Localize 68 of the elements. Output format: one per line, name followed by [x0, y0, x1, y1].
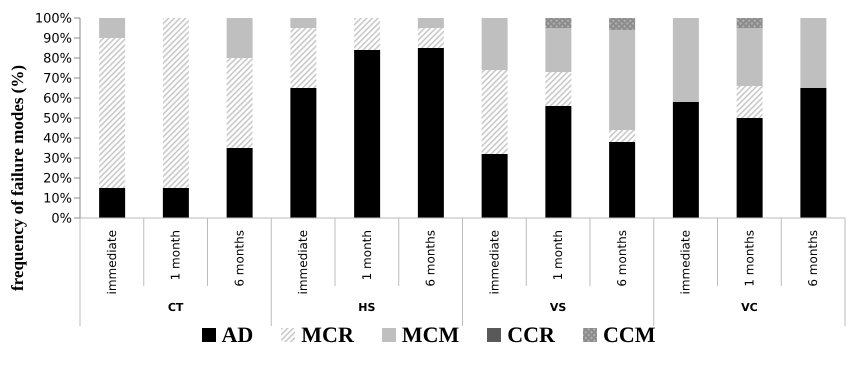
bar	[545, 28, 572, 72]
bar	[545, 18, 572, 28]
x-tick-label: immediate	[487, 230, 502, 294]
x-tick-label: 1 month	[360, 230, 374, 280]
y-tick-label: 30%	[43, 152, 72, 167]
legend-label: AD	[220, 322, 254, 348]
legend-label: CCR	[506, 322, 555, 348]
x-tick-label: 1 month	[551, 230, 566, 280]
bar	[162, 18, 189, 188]
x-tick-label: immediate	[104, 230, 119, 294]
bar	[226, 148, 253, 218]
bar	[736, 118, 763, 218]
y-tick-label: 0%	[51, 212, 72, 227]
x-tick-label: immediate	[296, 230, 310, 294]
bar	[290, 18, 316, 28]
bar	[609, 30, 636, 130]
y-tick-label: 40%	[43, 132, 72, 147]
bar	[354, 18, 380, 50]
bar	[226, 58, 253, 148]
bar	[418, 18, 444, 28]
bar	[290, 28, 316, 88]
y-tick-label: 100%	[34, 12, 72, 27]
x-tick-label: 1 months	[742, 230, 756, 287]
bar	[736, 28, 763, 86]
x-tick-label: 6 months	[424, 230, 438, 287]
bar	[800, 18, 826, 88]
y-tick-label: 50%	[43, 112, 72, 127]
bar	[736, 18, 763, 28]
text: HS	[358, 301, 376, 314]
x-tick-label: 6 months	[232, 230, 246, 287]
bar	[609, 130, 636, 142]
bar	[672, 18, 699, 102]
x-tick-label: 6 months	[806, 230, 820, 287]
bar	[800, 88, 826, 218]
bar	[418, 28, 444, 48]
y-tick-label: 60%	[43, 92, 72, 107]
y-tick-label: 20%	[43, 172, 72, 187]
bar	[482, 154, 508, 218]
legend-label: CCM	[602, 322, 656, 348]
text: CT	[168, 301, 184, 314]
bar	[226, 18, 253, 58]
bar	[418, 48, 444, 218]
y-tick-label: 80%	[43, 52, 72, 67]
bar	[545, 72, 572, 106]
bar	[99, 18, 126, 38]
bar	[672, 102, 699, 218]
text: VC	[741, 301, 758, 314]
bar	[609, 18, 636, 30]
bar	[354, 50, 380, 218]
bar	[482, 18, 508, 70]
bar	[736, 86, 763, 118]
bar	[482, 70, 508, 154]
legend-label: MCR	[300, 322, 354, 348]
bar	[162, 188, 189, 218]
bar	[545, 106, 572, 218]
text: VS	[550, 301, 566, 314]
bar	[99, 188, 126, 218]
y-tick-label: 10%	[43, 192, 72, 207]
y-tick-label: 90%	[43, 32, 72, 47]
y-tick-label: 70%	[43, 72, 72, 87]
bar	[99, 38, 126, 188]
y-axis-title: frequency of failure modes (%)	[8, 64, 28, 292]
bar	[290, 88, 316, 218]
x-tick-label: immediate	[678, 230, 693, 294]
legend-label: MCM	[400, 322, 460, 348]
x-tick-label: 1 month	[168, 230, 183, 280]
bar	[609, 142, 636, 218]
x-tick-label: 6 months	[614, 230, 629, 287]
